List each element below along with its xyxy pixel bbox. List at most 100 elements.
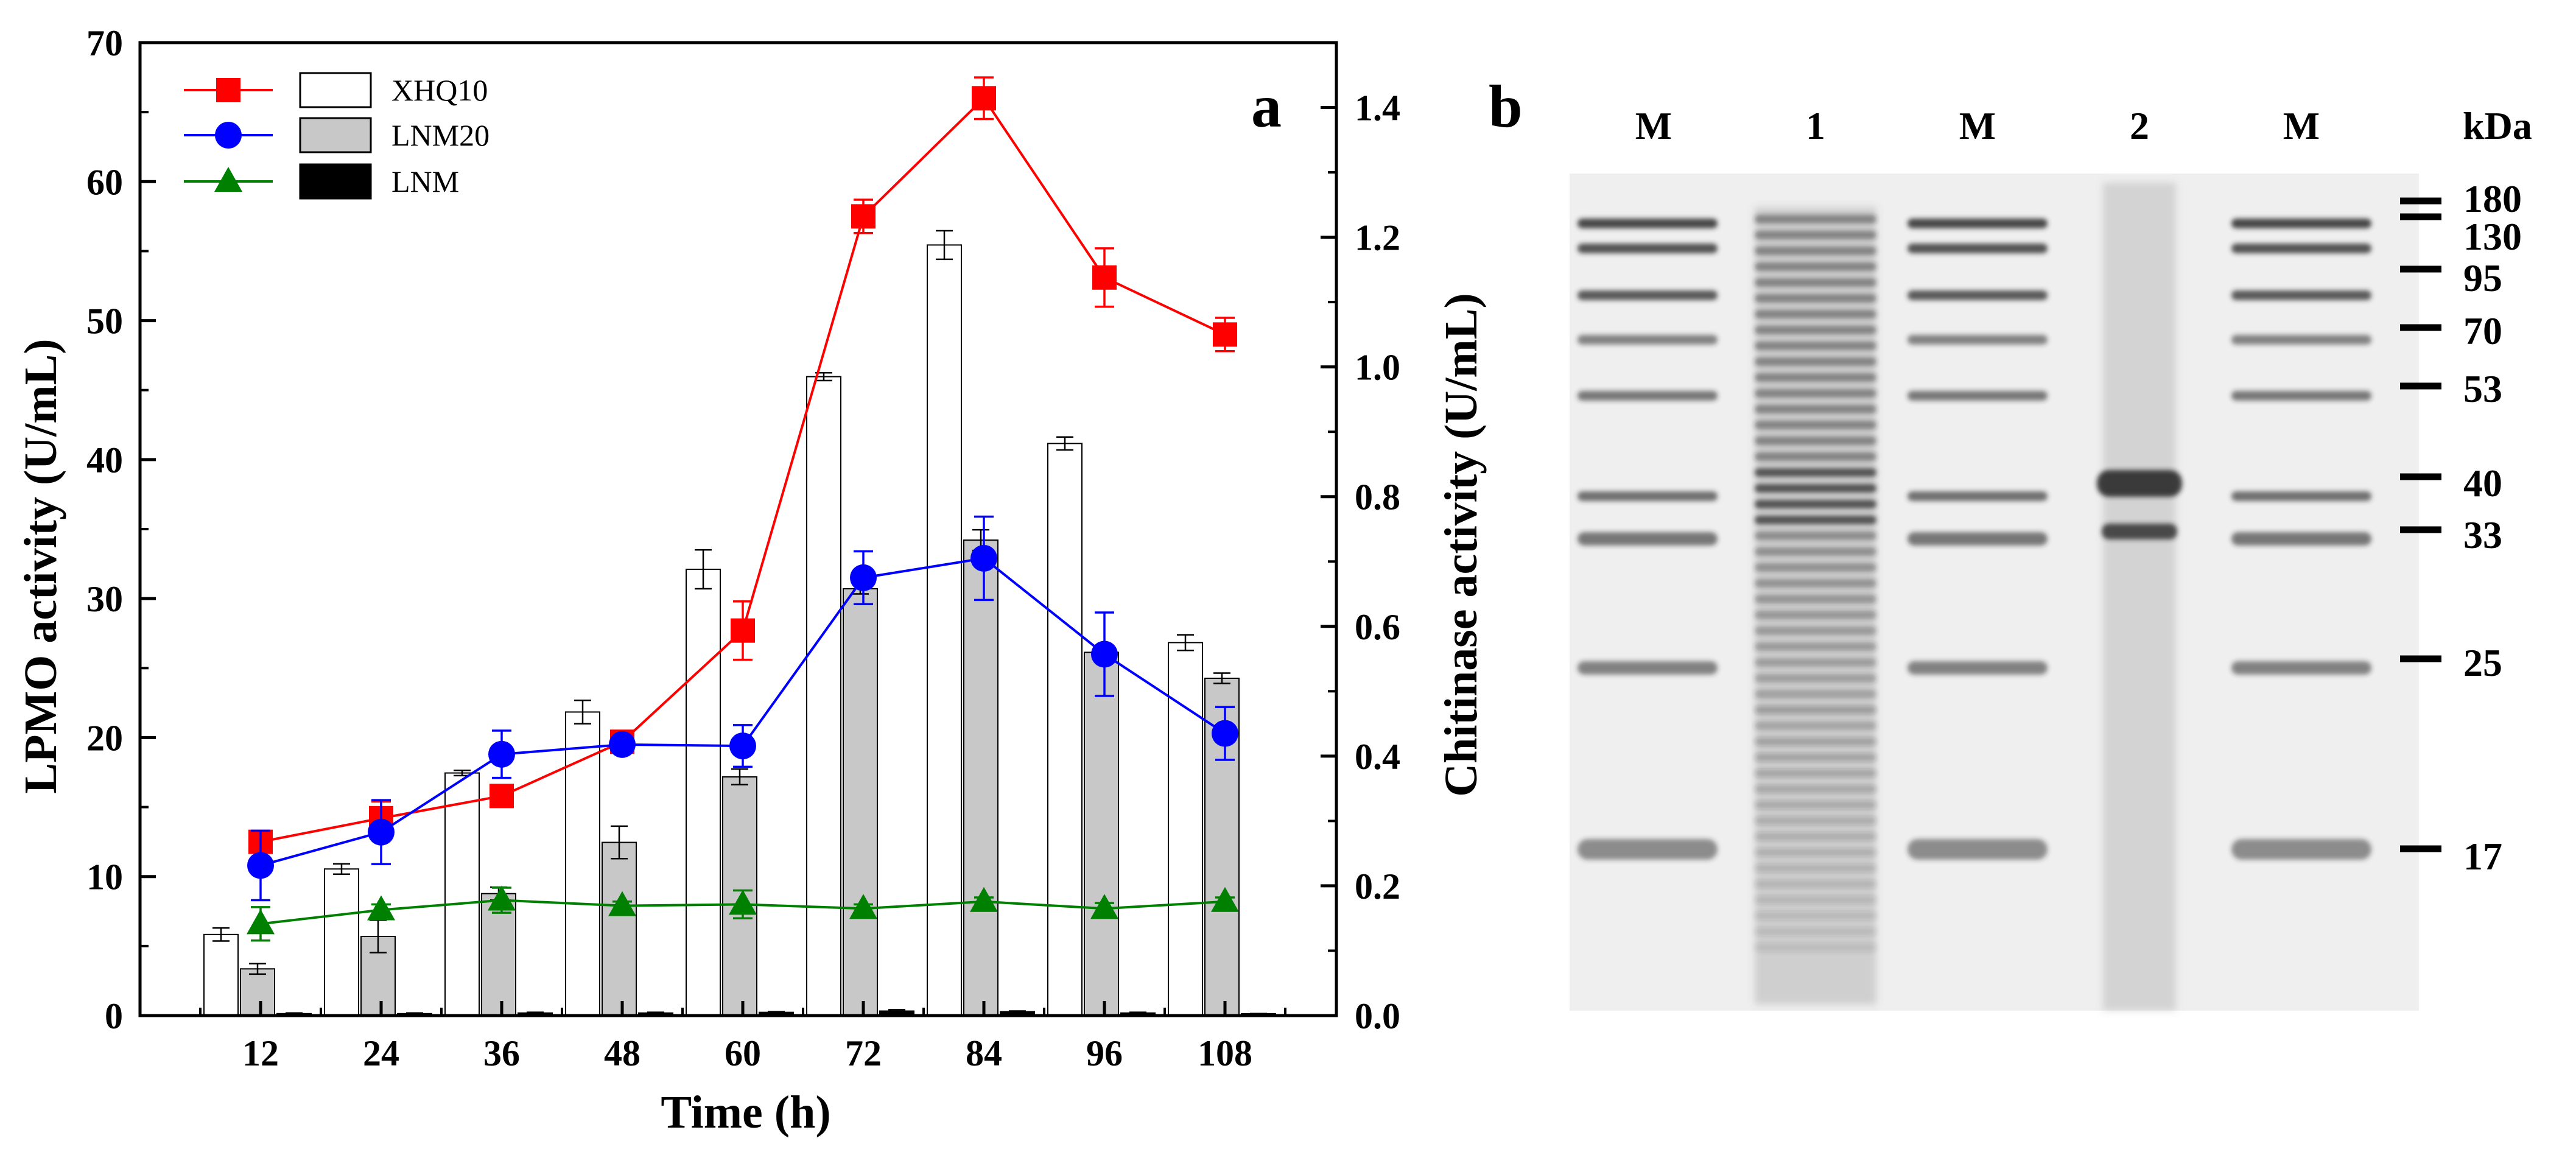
- sample-band: [1755, 642, 1876, 651]
- sample-band: [1755, 326, 1876, 334]
- sample-band: [1755, 721, 1876, 730]
- sample-band: [1755, 500, 1876, 508]
- x-tick-label: 72: [845, 1033, 882, 1073]
- marker-band: [2231, 661, 2371, 675]
- legend-label: LNM: [391, 164, 459, 198]
- y-right-tick-label: 0.6: [1355, 607, 1400, 647]
- y-axis-title-right: Chitinase activity (U/mL): [1436, 293, 1487, 796]
- sample-band: [1755, 342, 1876, 350]
- sample-band: [1755, 421, 1876, 429]
- marker-band: [2231, 391, 2371, 401]
- sample-band: [1755, 674, 1876, 683]
- y-right-tick-label: 0.4: [1355, 737, 1400, 777]
- y-left-tick-label: 30: [86, 579, 123, 619]
- legend-marker: [215, 122, 242, 149]
- y-left-tick-label: 10: [86, 857, 123, 897]
- gel-lane-label: M: [1959, 104, 1996, 147]
- sample-band: [1755, 231, 1876, 239]
- bar-xhq10: [324, 868, 359, 1016]
- legend-marker: [216, 78, 240, 102]
- legend-marker: [214, 167, 242, 192]
- sample-band: [1755, 294, 1876, 303]
- sample-band: [1755, 547, 1876, 556]
- sample-band: [1755, 595, 1876, 603]
- x-tick-label: 60: [725, 1033, 761, 1073]
- marker-band: [1907, 219, 2048, 228]
- sample-band: [1755, 753, 1876, 762]
- marker-band: [1907, 532, 2048, 546]
- y-right-tick-label: 0.0: [1355, 996, 1400, 1036]
- marker-size-label: 33: [2463, 513, 2502, 556]
- marker-size-label: 70: [2463, 309, 2502, 353]
- gel-lane-label: 1: [1806, 104, 1825, 147]
- point-lnm: [367, 895, 395, 921]
- sample-band: [1755, 262, 1876, 271]
- point-lnm: [488, 885, 516, 911]
- marker-band: [1907, 491, 2048, 501]
- sample-band: [1755, 880, 1876, 888]
- point-lnm: [970, 886, 998, 912]
- sample-band: [1755, 769, 1876, 778]
- marker-band: [1907, 391, 2048, 401]
- panel-a-chart: 0 10 20 30 40 50 60 70 0.0 0.2 0.4 0.6 0.8 1.0 1.2 1.4 1…: [15, 23, 1487, 1138]
- sample-band: [1755, 864, 1876, 872]
- marker-size-label: 95: [2463, 256, 2502, 300]
- bars-layer: [203, 230, 1276, 1017]
- marker-band: [1578, 661, 1718, 675]
- point-xhq10: [1092, 265, 1117, 290]
- point-xhq10: [972, 86, 996, 111]
- sample-band: [1755, 215, 1876, 223]
- marker-band: [2231, 219, 2371, 228]
- sample-band: [1755, 816, 1876, 825]
- y-left-tick-label: 40: [86, 440, 123, 480]
- y-right-tick-label: 0.2: [1355, 866, 1400, 907]
- y-axis-title-left: LPMO activity (U/mL): [15, 339, 66, 793]
- y-right-tick-label: 1.2: [1355, 218, 1400, 258]
- sample-band: [1755, 737, 1876, 746]
- marker-band: [2231, 532, 2371, 546]
- y-left-tick-label: 20: [86, 718, 123, 758]
- legend-swatch: [299, 72, 372, 108]
- bar-lnm20: [602, 841, 637, 1017]
- point-xhq10: [731, 618, 755, 643]
- marker-size-label: 130: [2463, 215, 2522, 258]
- target-protein-band: [2102, 524, 2177, 539]
- x-tick-label: 24: [363, 1033, 399, 1073]
- y-left-tick-label: 60: [86, 162, 123, 202]
- legend: XHQ10 LNM20 LNM: [184, 72, 490, 200]
- marker-band: [1907, 290, 2048, 300]
- x-tick-label: 36: [483, 1033, 520, 1073]
- point-lnm: [729, 890, 757, 915]
- point-lnm: [247, 909, 275, 935]
- bar-xhq10: [806, 376, 841, 1017]
- marker-band: [1907, 244, 2048, 253]
- marker-size-label: 40: [2463, 462, 2502, 505]
- legend-label: XHQ10: [391, 73, 488, 107]
- bar-xhq10: [565, 711, 600, 1016]
- point-lnm20: [1091, 641, 1118, 668]
- point-lnm: [608, 891, 636, 916]
- sample-band: [1755, 927, 1876, 936]
- marker-band: [1578, 335, 1718, 345]
- bar-xhq10: [927, 244, 962, 1016]
- sample-band: [1755, 247, 1876, 255]
- x-tick-label: 108: [1198, 1033, 1252, 1073]
- x-tick-label: 84: [966, 1033, 1002, 1073]
- sample-band: [1755, 452, 1876, 461]
- sample-band: [1755, 563, 1876, 572]
- gel-lane-label: M: [2283, 104, 2320, 147]
- lines-layer: [247, 76, 1239, 942]
- marker-size-label: 53: [2463, 367, 2502, 410]
- sample-band: [1755, 310, 1876, 318]
- marker-band: [1578, 491, 1718, 501]
- marker-band: [2231, 491, 2371, 501]
- panel-label-b: b: [1489, 72, 1523, 140]
- point-lnm: [1090, 894, 1118, 919]
- point-lnm20: [488, 740, 515, 768]
- sample-band: [1755, 706, 1876, 714]
- bar-lnm20: [1084, 651, 1119, 1016]
- sample-band: [1755, 658, 1876, 667]
